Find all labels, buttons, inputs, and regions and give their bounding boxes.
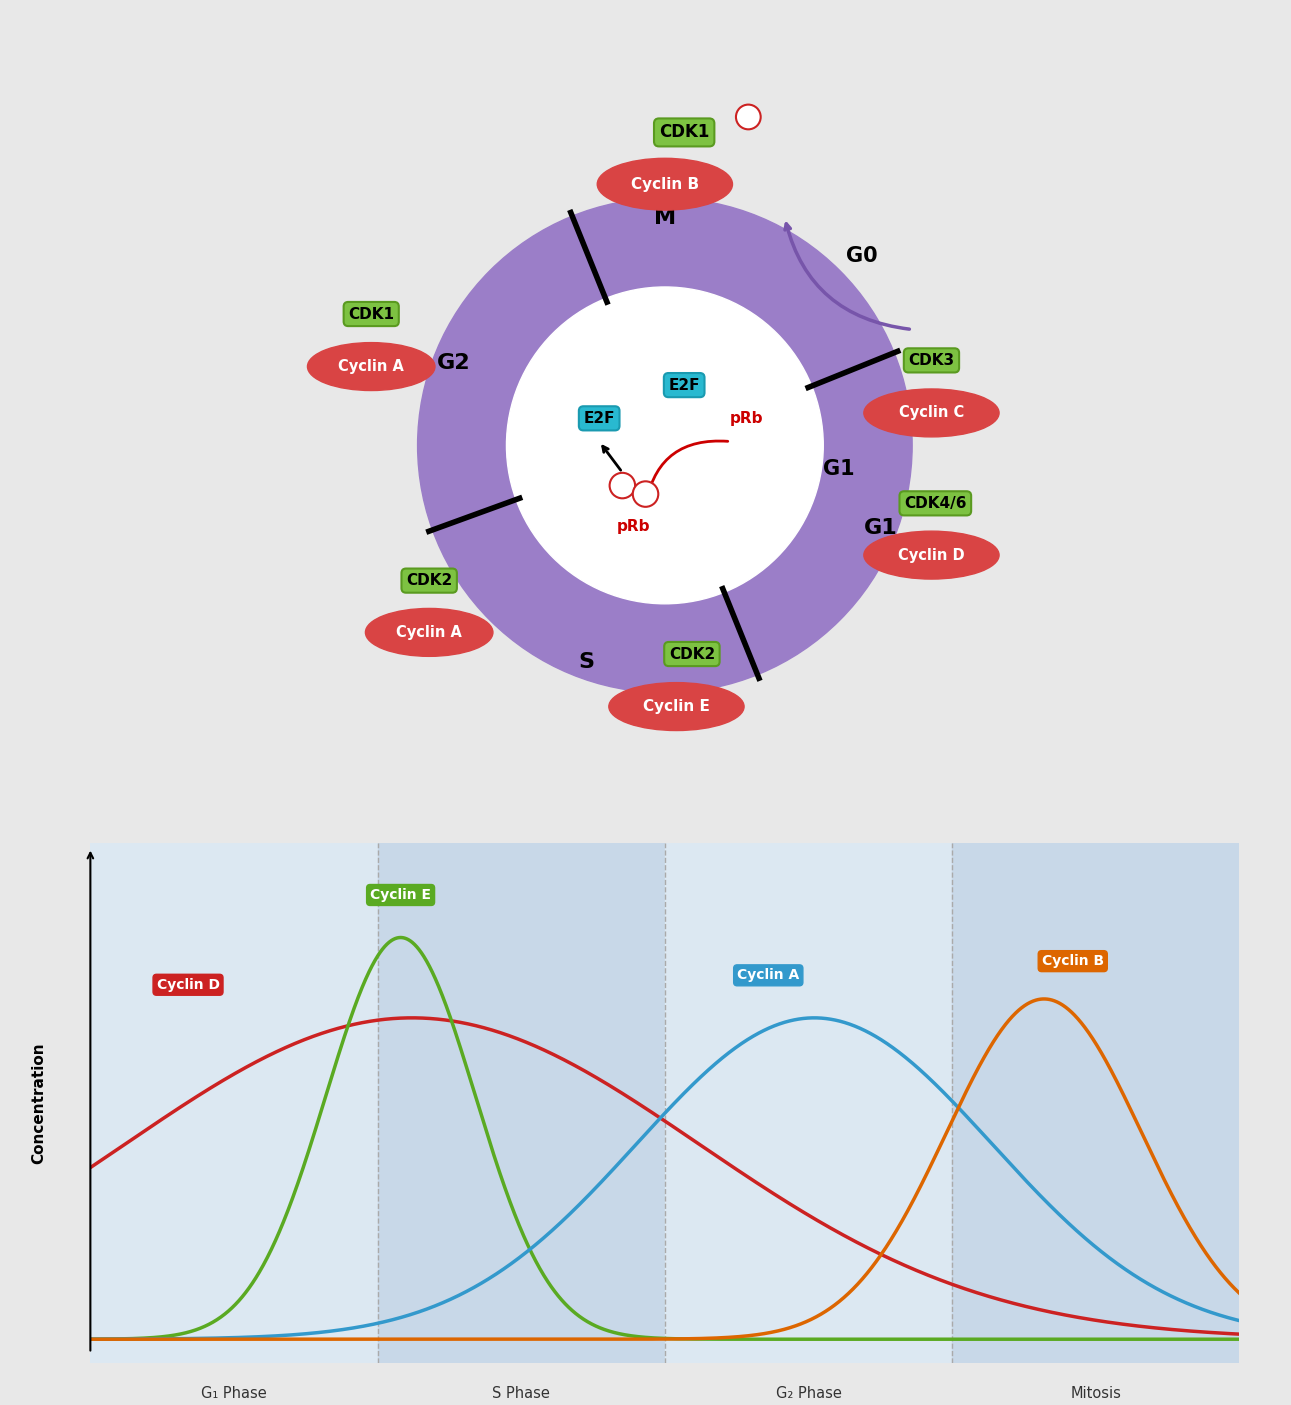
Text: Cyclin D: Cyclin D bbox=[156, 978, 219, 992]
Text: CDK1: CDK1 bbox=[658, 124, 709, 142]
Circle shape bbox=[417, 198, 913, 693]
Text: G2: G2 bbox=[438, 353, 471, 374]
Text: CDK2: CDK2 bbox=[669, 646, 715, 662]
Text: E2F: E2F bbox=[584, 410, 615, 426]
Text: Mitosis: Mitosis bbox=[1070, 1387, 1121, 1401]
Circle shape bbox=[633, 482, 658, 507]
Text: Cyclin C: Cyclin C bbox=[899, 406, 964, 420]
Bar bbox=[377, 843, 665, 1363]
Text: Cyclin A: Cyclin A bbox=[737, 968, 799, 982]
Text: Cyclin A: Cyclin A bbox=[396, 625, 462, 639]
Text: E2F: E2F bbox=[669, 378, 700, 392]
Text: G₁ Phase: G₁ Phase bbox=[201, 1387, 267, 1401]
Bar bbox=[665, 843, 951, 1363]
Text: Cyclin A: Cyclin A bbox=[338, 360, 404, 374]
Text: CDK1: CDK1 bbox=[349, 306, 394, 322]
Text: G1: G1 bbox=[864, 517, 897, 538]
Text: G0: G0 bbox=[846, 246, 878, 266]
Ellipse shape bbox=[307, 343, 435, 391]
Ellipse shape bbox=[864, 531, 999, 579]
Text: Cyclin E: Cyclin E bbox=[643, 700, 710, 714]
Ellipse shape bbox=[864, 389, 999, 437]
Text: CDK2: CDK2 bbox=[407, 573, 452, 589]
Text: pRb: pRb bbox=[729, 410, 763, 426]
Text: Cyclin E: Cyclin E bbox=[371, 888, 431, 902]
Text: S: S bbox=[578, 652, 594, 672]
Text: S Phase: S Phase bbox=[492, 1387, 550, 1401]
Text: pRb: pRb bbox=[617, 518, 651, 534]
Circle shape bbox=[609, 473, 635, 499]
Ellipse shape bbox=[365, 608, 493, 656]
Circle shape bbox=[506, 287, 824, 604]
Bar bbox=[953, 843, 1239, 1363]
Text: Cyclin D: Cyclin D bbox=[899, 548, 964, 562]
Text: G₂ Phase: G₂ Phase bbox=[776, 1387, 842, 1401]
Text: Cyclin B: Cyclin B bbox=[631, 177, 698, 191]
Text: Cyclin B: Cyclin B bbox=[1042, 954, 1104, 968]
Text: Concentration: Concentration bbox=[31, 1043, 46, 1163]
Text: CDK4/6: CDK4/6 bbox=[904, 496, 967, 511]
Bar bbox=[90, 843, 377, 1363]
Circle shape bbox=[736, 104, 760, 129]
Text: M: M bbox=[653, 208, 676, 228]
Text: CDK3: CDK3 bbox=[909, 353, 954, 368]
Ellipse shape bbox=[609, 683, 744, 731]
Ellipse shape bbox=[598, 159, 732, 211]
Text: G1: G1 bbox=[824, 458, 855, 479]
